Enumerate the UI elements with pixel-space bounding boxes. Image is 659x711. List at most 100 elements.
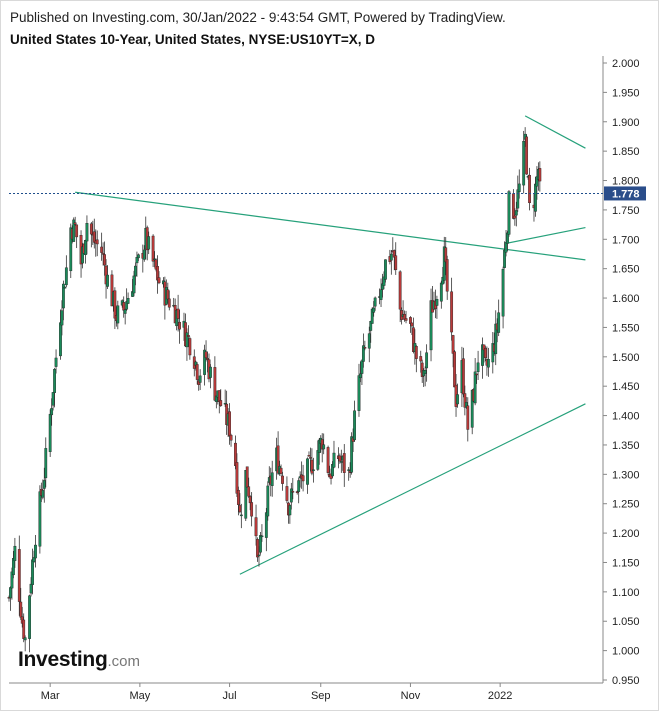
candle: [326, 445, 330, 476]
candle: [389, 250, 393, 275]
y-tick-label: 1.450: [612, 381, 640, 393]
published-note: Published on Investing.com, 30/Jan/2022 …: [10, 10, 506, 25]
candle-body-up: [85, 223, 89, 242]
x-tick-label: Nov: [401, 690, 421, 702]
candle: [342, 444, 346, 487]
candle: [257, 546, 261, 567]
candle: [435, 295, 439, 319]
candle: [394, 242, 398, 275]
candle: [339, 449, 343, 473]
candle: [51, 392, 55, 411]
candle-body-down: [188, 338, 192, 356]
candle-body-down: [453, 351, 456, 388]
candle: [270, 460, 274, 497]
candle: [235, 453, 239, 497]
candle-body-up: [9, 587, 12, 599]
candle: [276, 431, 280, 475]
candle: [48, 409, 52, 457]
candle-body-down: [475, 373, 479, 376]
candle-body-up: [514, 210, 518, 216]
candle: [54, 349, 58, 374]
candle-body-up: [44, 448, 48, 479]
candle: [288, 504, 292, 524]
candle: [486, 347, 490, 377]
y-tick-label: 1.750: [612, 205, 640, 217]
candle-body-up: [62, 283, 65, 309]
candle-body-up: [147, 236, 151, 250]
y-tick-label: 1.300: [612, 469, 640, 481]
candle: [451, 334, 455, 368]
candle: [285, 476, 289, 504]
y-tick-label: 0.950: [612, 675, 640, 687]
candle-body-up: [507, 191, 511, 235]
candle: [353, 400, 356, 442]
candle: [266, 481, 270, 521]
candle: [106, 265, 109, 289]
candle-body-down: [95, 239, 99, 245]
candle: [123, 308, 127, 325]
candle: [528, 167, 531, 211]
y-tick-label: 2.000: [612, 58, 640, 70]
candle-body-down: [213, 367, 217, 401]
candle: [538, 161, 542, 192]
candle-body-up: [42, 480, 46, 489]
candle: [503, 241, 506, 269]
candle: [264, 507, 268, 552]
candle-body-up: [384, 259, 387, 280]
candle-body-down: [511, 193, 515, 219]
logo-main: Investing: [18, 648, 108, 671]
candle-body-up: [486, 359, 490, 368]
candle-body-down: [404, 318, 408, 321]
candle-body-up: [125, 301, 129, 310]
candle-body-down: [409, 317, 412, 324]
candle-body-up: [332, 452, 336, 468]
candle-body-up: [53, 369, 56, 393]
candle-body-up: [69, 227, 73, 272]
candle: [445, 255, 449, 300]
y-tick-label: 1.900: [612, 117, 640, 129]
candle-body-down: [206, 358, 209, 360]
candle-body-down: [151, 235, 155, 262]
candle-body-up: [361, 345, 365, 362]
candle: [151, 234, 155, 268]
candle: [147, 231, 151, 255]
candle: [297, 477, 301, 504]
candle: [137, 253, 140, 261]
candle: [322, 433, 326, 455]
candle-body-down: [166, 289, 170, 300]
candle: [95, 230, 99, 257]
candle: [507, 189, 511, 237]
candle: [491, 332, 495, 374]
candle-body-down: [122, 302, 126, 311]
candle-body-up: [50, 408, 54, 416]
candle-body-up: [41, 490, 45, 498]
candle-body-up: [31, 559, 34, 585]
candle-body-up: [198, 375, 202, 383]
candle: [484, 346, 487, 362]
candle-body-down: [326, 447, 330, 473]
candle-body-down: [254, 517, 258, 537]
candle: [260, 524, 264, 542]
candle: [198, 369, 202, 391]
candle-body-down: [291, 491, 295, 493]
candle: [10, 567, 14, 600]
y-tick-label: 1.250: [612, 499, 640, 511]
candle-body-down: [451, 335, 455, 354]
candle: [157, 271, 161, 285]
candle-body-down: [110, 274, 114, 307]
candle: [404, 310, 408, 324]
candle-body-up: [264, 512, 268, 538]
candle: [113, 287, 117, 330]
candle-body-up: [244, 470, 248, 519]
candle-body-up: [322, 444, 326, 450]
candle: [384, 259, 387, 283]
candle-body-up: [473, 371, 477, 404]
candle-body-down: [256, 539, 259, 558]
candle-body-down: [279, 467, 283, 474]
candle: [34, 535, 37, 568]
last-price-label: 1.778: [612, 188, 640, 200]
candle: [17, 535, 21, 616]
candle: [81, 242, 84, 269]
candle: [28, 594, 31, 653]
